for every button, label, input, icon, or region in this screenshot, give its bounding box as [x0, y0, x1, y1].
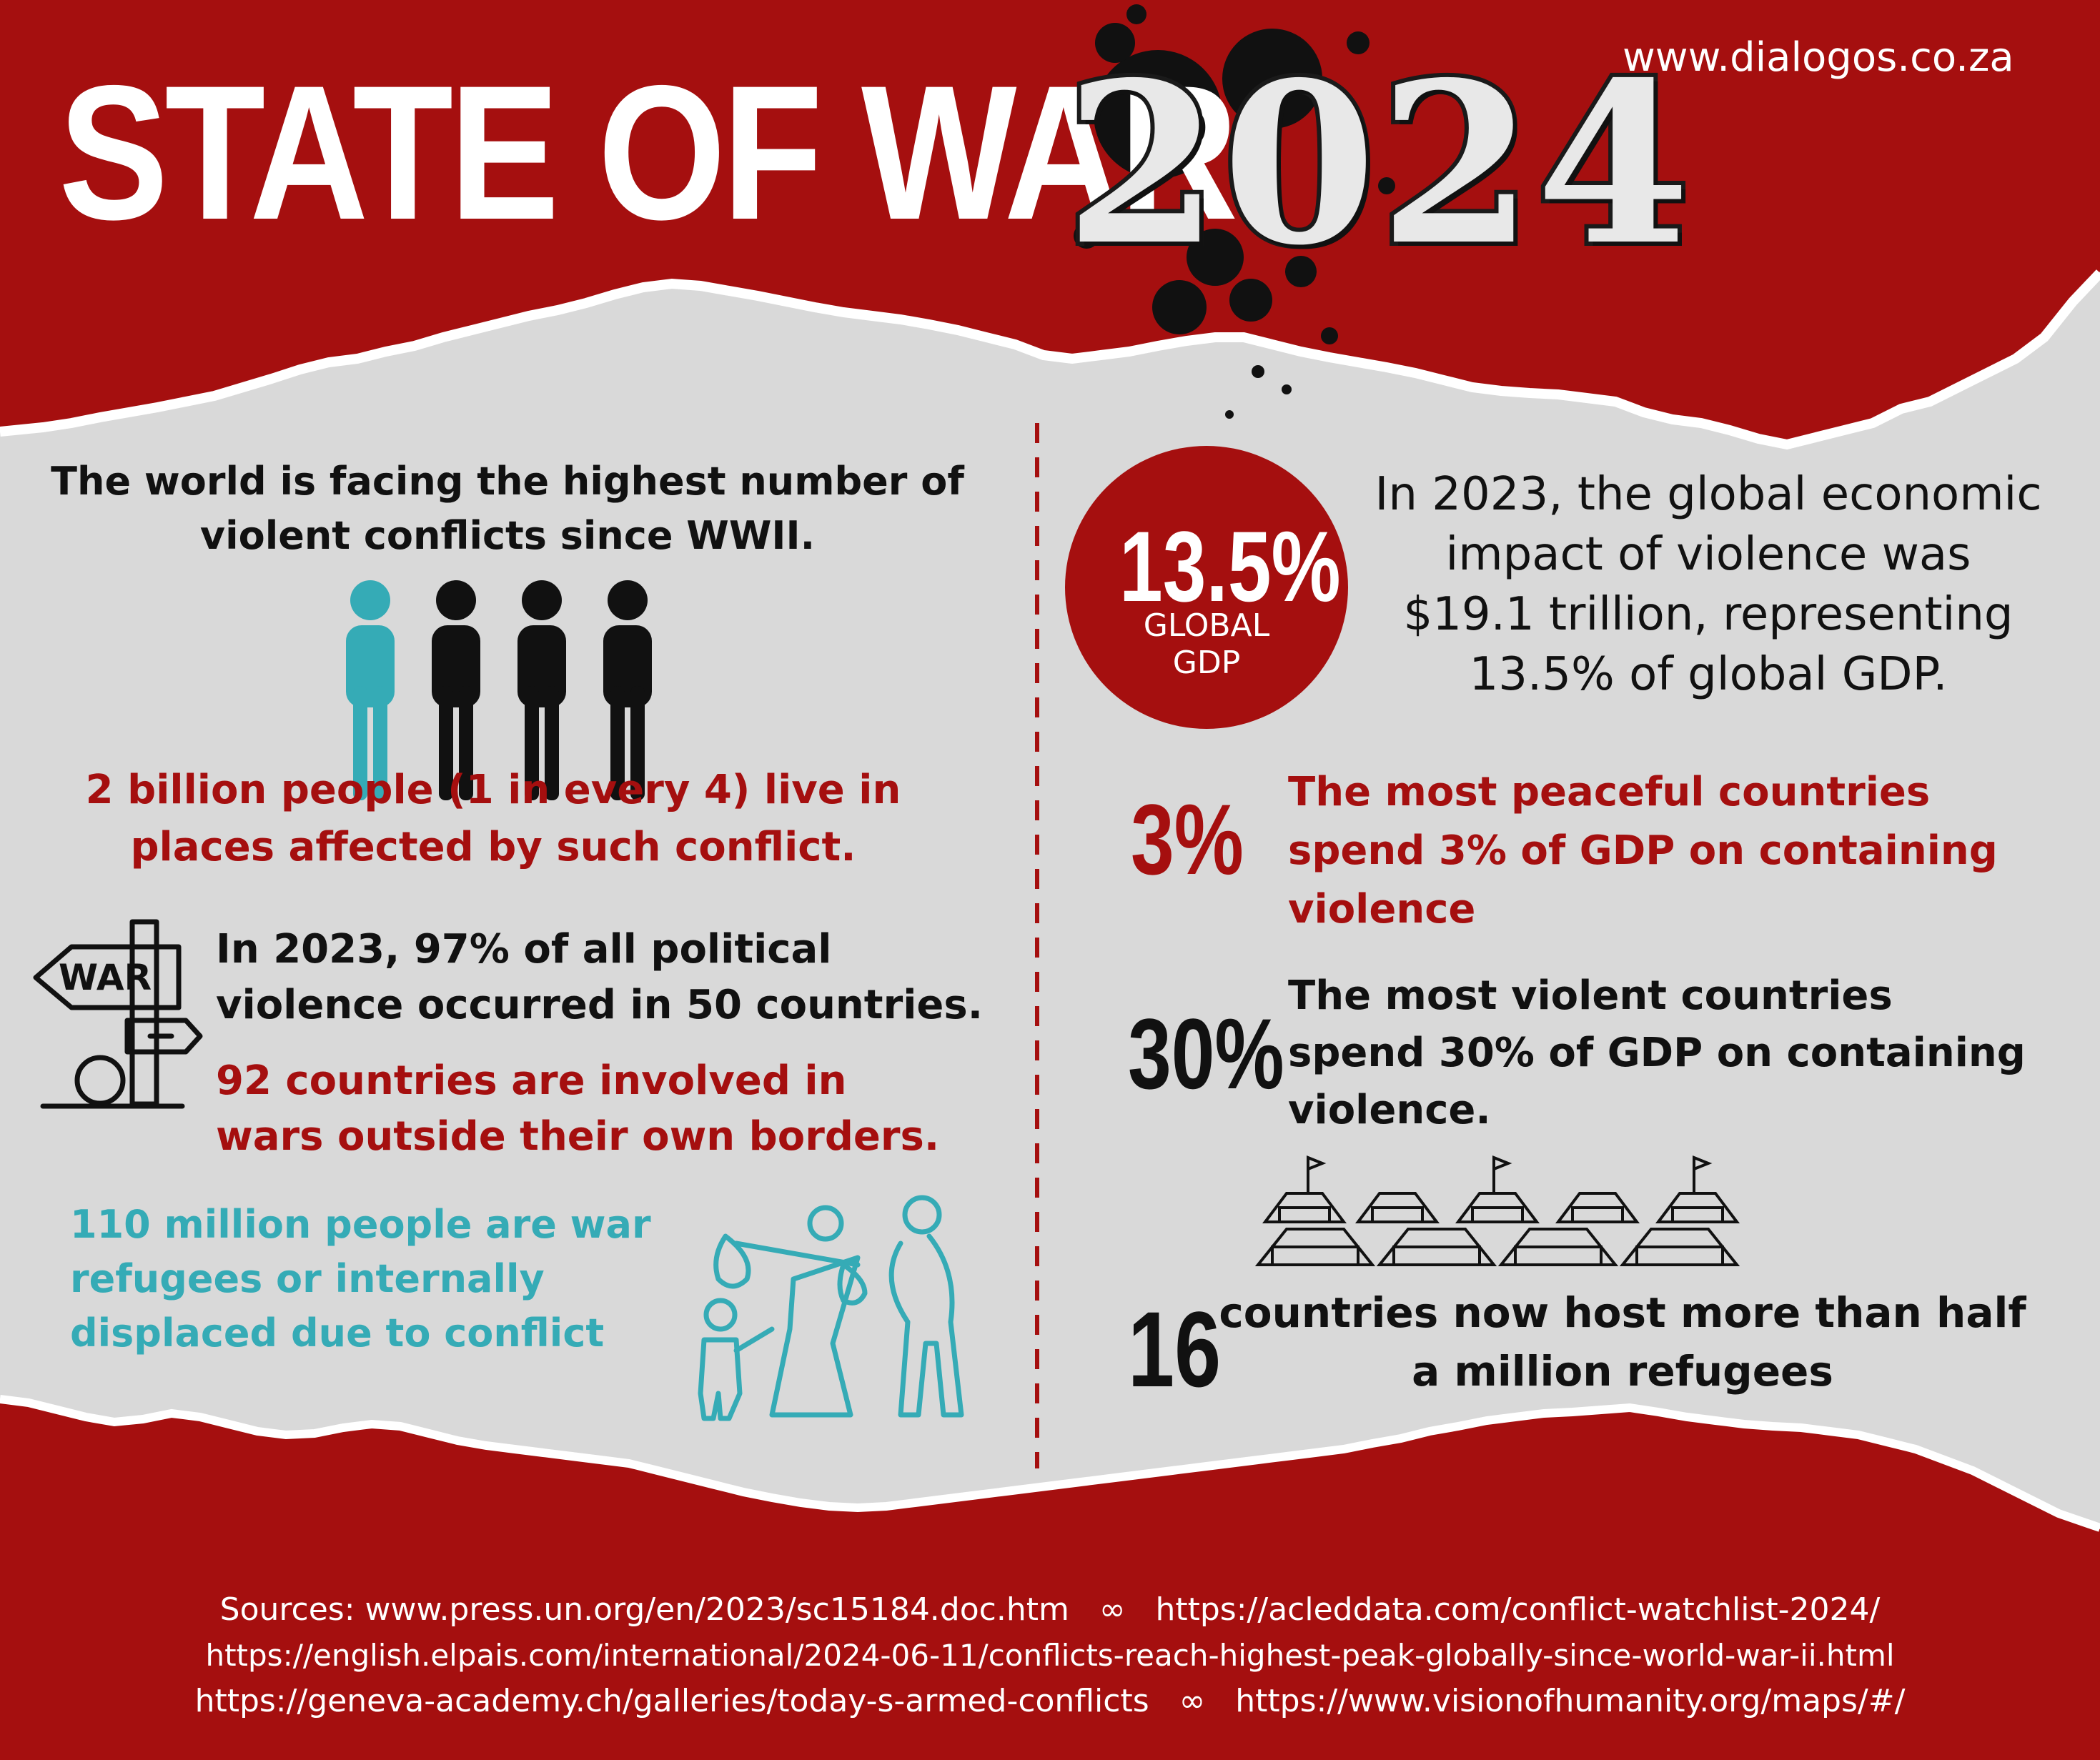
economic-impact-text: In 2023, the global economic impact of v…	[1351, 464, 2066, 705]
host-stat: 16	[1128, 1289, 1222, 1409]
person-icon-teal	[346, 580, 395, 800]
people-group-icon	[346, 580, 652, 800]
host-text: countries now host more than half a mill…	[1215, 1283, 2030, 1401]
gdp-label: GLOBAL GDP	[1101, 607, 1312, 682]
source-acled-link[interactable]: https://acleddata.com/conflict-watchlist…	[1155, 1591, 1881, 1628]
economic-impact-line: 13.5% of global GDP.	[1469, 648, 1948, 701]
sources-line-2: https://english.elpais.com/international…	[0, 1636, 2100, 1675]
refugees-text: 110 million people are war refugees or i…	[70, 1198, 651, 1361]
person-icon	[432, 580, 480, 800]
people-affected-line: 2 billion people (1 in every 4) live in	[85, 767, 901, 813]
countries-involved-line: wars outside their own borders.	[216, 1113, 940, 1160]
gdp-label-line: GLOBAL	[1143, 607, 1270, 644]
source-un-link[interactable]: Sources: www.press.un.org/en/2023/sc1518…	[219, 1591, 1069, 1628]
peaceful-line: spend 3% of GDP on containing	[1288, 827, 1998, 874]
ink-splatter	[1074, 4, 1395, 419]
footer-band	[0, 1401, 2100, 1760]
title-year: 2024	[1061, 34, 1695, 294]
violent-line: The most violent countries	[1288, 973, 1893, 1019]
refugees-line: displaced due to conflict	[70, 1311, 605, 1356]
footer-torn-edge	[0, 1395, 2100, 1532]
economic-impact-line: $19.1 trillion, representing	[1403, 588, 2014, 641]
peaceful-line: The most peaceful countries	[1288, 769, 1931, 815]
political-violence-line: violence occurred in 50 countries.	[216, 982, 983, 1028]
violent-stat: 30%	[1128, 998, 1284, 1110]
source-separator: ∞	[1099, 1591, 1126, 1628]
source-geneva-link[interactable]: https://geneva-academy.ch/galleries/toda…	[194, 1683, 1149, 1719]
intro-text: The world is facing the highest number o…	[29, 454, 986, 563]
countries-involved-text: 92 countries are involved in wars outsid…	[216, 1053, 939, 1165]
gdp-label-line: GDP	[1172, 645, 1241, 681]
economic-impact-line: In 2023, the global economic	[1375, 468, 2042, 521]
person-icon	[603, 580, 652, 800]
host-line: countries now host more than half	[1219, 1288, 2026, 1337]
sources-line-1: Sources: www.press.un.org/en/2023/sc1518…	[0, 1591, 2100, 1629]
people-affected-line: places affected by such conflict.	[130, 824, 856, 870]
source-separator: ∞	[1179, 1683, 1206, 1719]
political-violence-text: In 2023, 97% of all political violence o…	[216, 922, 983, 1033]
gdp-stat: 13.5%	[1119, 510, 1341, 622]
refugee-camp-tents-icon	[1254, 1155, 1740, 1266]
refugees-line: 110 million people are war	[70, 1202, 651, 1247]
peaceful-text: The most peaceful countries spend 3% of …	[1288, 763, 1998, 939]
war-signpost-icon	[33, 919, 203, 1109]
refugee-family-icon	[698, 1195, 964, 1421]
economic-impact-line: impact of violence was	[1445, 528, 1971, 581]
page-title: STATE OF WAR	[59, 45, 1238, 259]
violent-line: spend 30% of GDP on containing	[1288, 1030, 2026, 1076]
website-link[interactable]: www.dialogos.co.za	[1623, 34, 2014, 81]
source-elpais-link[interactable]: https://english.elpais.com/international…	[205, 1638, 1895, 1673]
person-icon	[517, 580, 566, 800]
intro-line: The world is facing the highest number o…	[51, 459, 964, 504]
peaceful-stat: 3%	[1131, 783, 1244, 895]
peaceful-line: violence	[1288, 886, 1476, 933]
gdp-circle	[1065, 446, 1348, 729]
header-torn-edge	[0, 269, 2100, 450]
countries-involved-line: 92 countries are involved in	[216, 1058, 847, 1104]
people-affected-text: 2 billion people (1 in every 4) live in …	[29, 762, 958, 876]
intro-line: violent conflicts since WWII.	[199, 513, 816, 558]
refugees-line: refugees or internally	[70, 1256, 545, 1301]
political-violence-line: In 2023, 97% of all political	[216, 926, 832, 973]
sources-line-3: https://geneva-academy.ch/galleries/toda…	[0, 1682, 2100, 1721]
violent-line: violence.	[1288, 1087, 1491, 1133]
source-vision-link[interactable]: https://www.visionofhumanity.org/maps/#/	[1235, 1683, 1906, 1719]
header-band	[0, 0, 2100, 443]
violent-text: The most violent countries spend 30% of …	[1288, 968, 2026, 1139]
war-sign-label: WAR	[59, 957, 152, 998]
host-line: a million refugees	[1412, 1347, 1833, 1396]
